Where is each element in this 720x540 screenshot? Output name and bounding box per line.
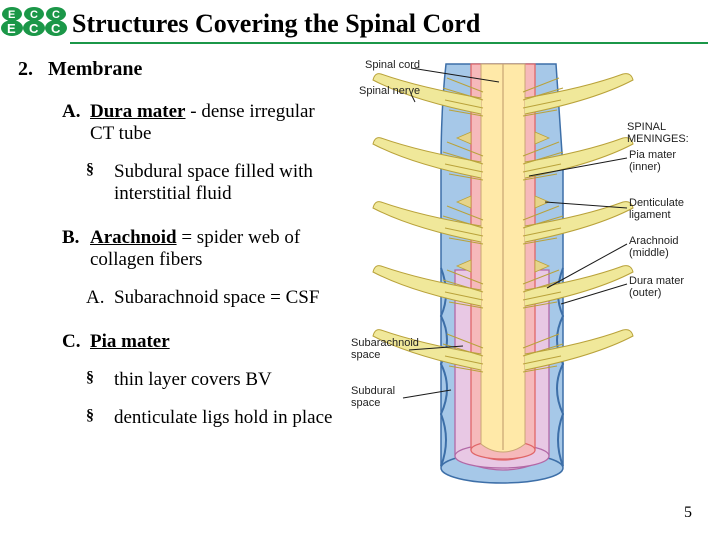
bullet-icon: § — [86, 407, 114, 429]
item-A-label: A. — [62, 101, 86, 123]
item-C-bullet-2: denticulate ligs hold in place — [114, 407, 334, 429]
item-C-label: C. — [62, 331, 86, 353]
ecc-logo: ECC ECC — [0, 6, 68, 42]
svg-text:E: E — [7, 21, 16, 36]
svg-text:C: C — [51, 21, 61, 36]
item-C-bullet-1: thin layer covers BV — [114, 369, 334, 391]
bullet-icon: § — [86, 369, 114, 391]
svg-text:C: C — [52, 9, 60, 21]
item-B-inner-label: A. — [86, 287, 114, 309]
svg-text:C: C — [29, 21, 39, 36]
bullet-icon: § — [86, 161, 114, 205]
svg-text:C: C — [30, 9, 38, 21]
slide-title: Structures Covering the Spinal Cord — [72, 9, 712, 39]
item-B-text: Arachnoid = spider web of collagen fiber… — [90, 227, 340, 271]
item-C-text: Pia mater — [90, 331, 340, 353]
outline-heading: Membrane — [48, 58, 142, 80]
svg-text:E: E — [8, 9, 15, 21]
page-number: 5 — [684, 504, 692, 522]
lbl-spinal-cord: Spinal cord — [365, 59, 420, 71]
spinal-cord-figure: Spinal cord Spinal nerve Subarachnoidspa… — [351, 58, 701, 488]
lbl-spinal-nerve: Spinal nerve — [359, 85, 420, 97]
item-A-bullet-1: Subdural space filled with interstitial … — [114, 161, 334, 205]
outline-number: 2. — [18, 58, 44, 81]
item-B-label: B. — [62, 227, 86, 249]
item-A-text: Dura mater - dense irregular CT tube — [90, 101, 340, 145]
outline-panel: 2. Membrane A. Dura mater - dense irregu… — [10, 58, 345, 530]
item-B-inner-text: Subarachnoid space = CSF — [114, 287, 334, 309]
